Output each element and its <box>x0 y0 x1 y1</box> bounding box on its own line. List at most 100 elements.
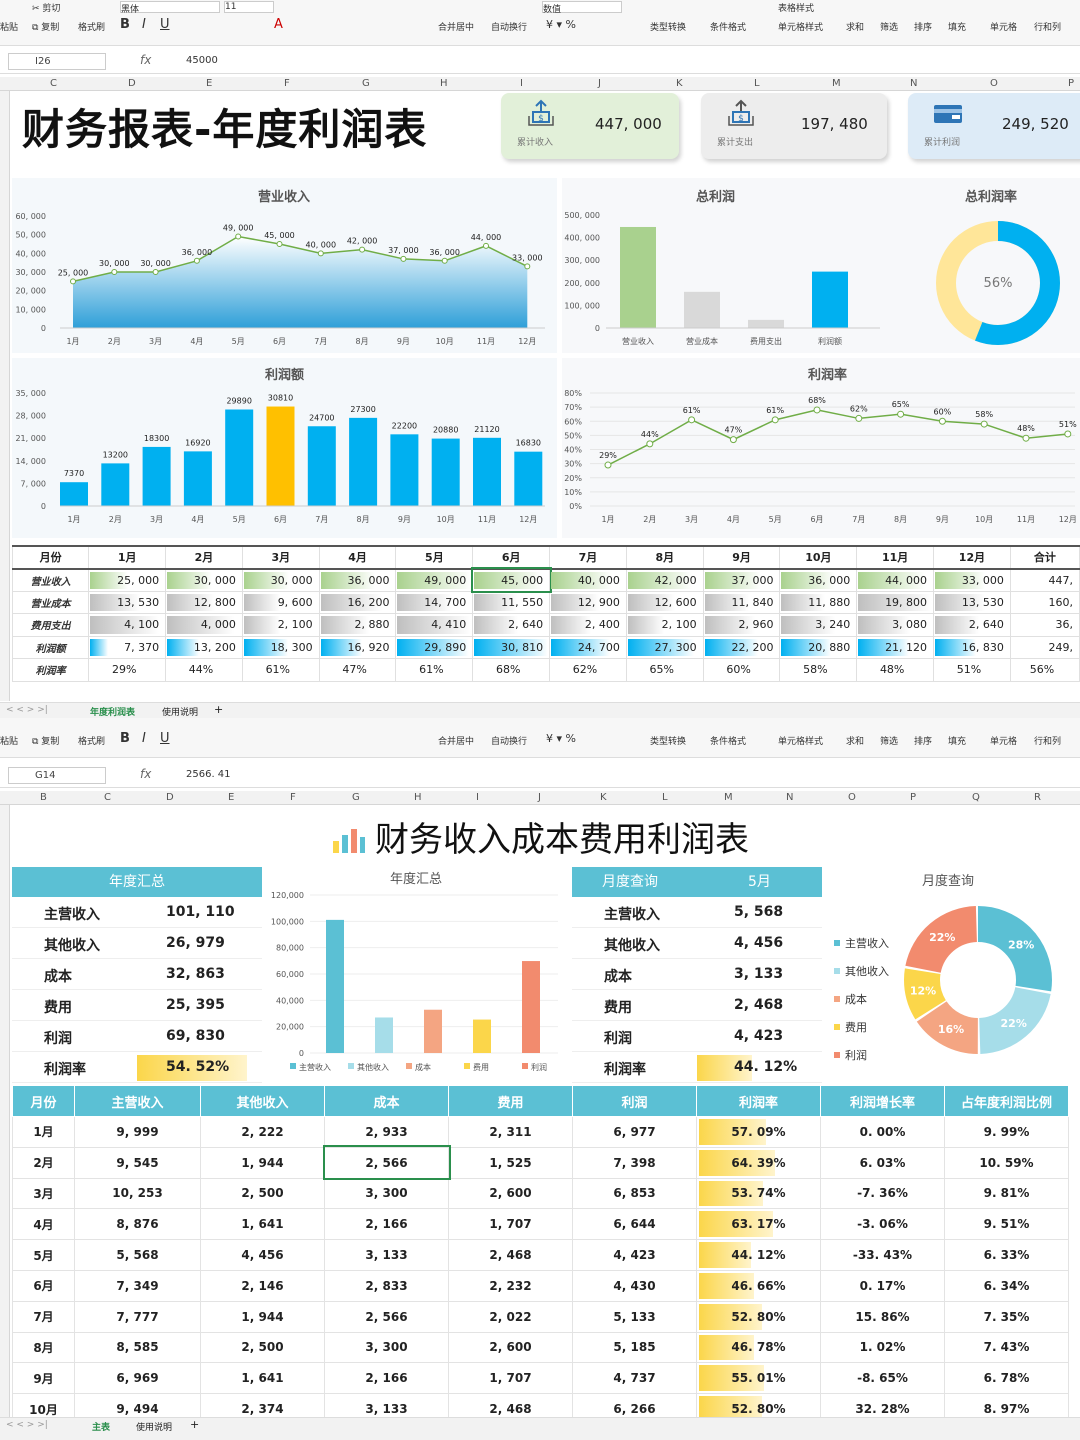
underline-button[interactable]: U <box>160 17 170 32</box>
currency-button[interactable]: ¥ ▾ % <box>546 18 576 31</box>
table-cell: 49, 000 <box>395 568 474 592</box>
fx-icon-2[interactable]: fx <box>140 767 152 781</box>
rowcol-button-2[interactable]: 行和列 <box>1034 737 1062 747</box>
wrap-button-2[interactable]: 自动换行 <box>491 737 528 747</box>
cell-value: 30, 000 <box>193 573 236 587</box>
data-bar <box>90 616 160 634</box>
cell-value: 3月 <box>33 1186 54 1201</box>
table-style-button[interactable]: 表格样式 <box>778 4 815 14</box>
cell-value: 2, 146 <box>241 1278 284 1293</box>
profitamount-data-label: 13200 <box>103 450 128 459</box>
cell-value: 2, 640 <box>968 618 1004 632</box>
cell-value: 36, 000 <box>808 573 851 587</box>
sheet-tab-help[interactable]: 使用说明 <box>162 708 199 718</box>
filter-button-2[interactable]: 筛选 <box>880 737 899 747</box>
table-cell: 12, 600 <box>625 590 704 614</box>
cell-style-button-2[interactable]: 单元格样式 <box>778 737 824 747</box>
bold-button-2[interactable]: B <box>120 731 130 746</box>
detail-cell: 2, 600 <box>448 1331 573 1364</box>
rowcol-button[interactable]: 行和列 <box>1034 23 1062 33</box>
month-select[interactable]: 5月 <box>748 874 771 890</box>
sum-button-2[interactable]: 求和 <box>846 737 865 747</box>
cell-value: 12, 600 <box>654 595 697 609</box>
column-letter: E <box>206 78 213 89</box>
fill-button[interactable]: 填充 <box>948 23 967 33</box>
bold-button[interactable]: B <box>120 17 130 32</box>
merge-button-2[interactable]: 合并居中 <box>438 737 475 747</box>
add-sheet-button-2[interactable]: + <box>190 1418 200 1431</box>
cond-format-button[interactable]: 条件格式 <box>710 23 747 33</box>
card-profit-value: 249, 520 <box>1002 115 1069 133</box>
money-out-icon: $ <box>728 99 754 126</box>
cell-value: 3, 300 <box>365 1340 408 1355</box>
annual-ytick: 120,000 <box>271 891 304 900</box>
profitrate-data-label: 47% <box>725 426 743 435</box>
italic-button[interactable]: I <box>142 17 146 32</box>
sort-button-2[interactable]: 排序 <box>914 737 933 747</box>
format-painter-button-2[interactable]: 格式刷 <box>78 737 106 747</box>
cell-value: 52. 80% <box>731 1309 786 1324</box>
paste-button-2[interactable]: 粘贴 <box>0 737 19 747</box>
cell-button-2[interactable]: 单元格 <box>990 737 1018 747</box>
number-format-select[interactable]: 数值 <box>542 1 622 15</box>
cut-button[interactable]: ✂ 剪切 <box>32 4 61 14</box>
detail-header-cell: 月份 <box>12 1085 75 1117</box>
detail-cell: 7. 35% <box>944 1300 1069 1333</box>
sheet-tabs-bottom: < < > >| 主表 使用说明 + <box>0 1417 1080 1440</box>
font-select[interactable]: 黑体 <box>120 1 220 15</box>
cell-value: 1, 641 <box>241 1371 284 1386</box>
report-title-2-text: 财务收入成本费用利润表 <box>375 820 749 860</box>
format-painter-button[interactable]: 格式刷 <box>78 23 106 33</box>
cell-value: 7, 349 <box>116 1278 159 1293</box>
monthly-legend-label: 主营收入 <box>845 936 889 950</box>
table-cell: 16, 830 <box>933 635 1011 659</box>
font-size-select[interactable]: 11 <box>224 1 274 13</box>
profitamount-data-label: 27300 <box>350 405 375 414</box>
currency-button-2[interactable]: ¥ ▾ % <box>546 732 576 745</box>
fx-icon[interactable]: fx <box>140 53 152 67</box>
italic-button-2[interactable]: I <box>142 731 146 746</box>
copy-button-2[interactable]: ⧉ 复制 <box>32 737 60 747</box>
name-box[interactable]: I26 <box>8 53 106 70</box>
table-cell: 2, 880 <box>318 613 397 637</box>
cond-format-button-2[interactable]: 条件格式 <box>710 737 747 747</box>
cell-value: 6. 33% <box>983 1248 1030 1263</box>
monthly-legend-swatch <box>834 968 840 974</box>
cell-value: 2, 933 <box>365 1124 408 1139</box>
add-sheet-button[interactable]: + <box>214 703 224 716</box>
cell-style-button[interactable]: 单元格样式 <box>778 23 824 33</box>
convert-button[interactable]: 类型转换 <box>650 23 687 33</box>
convert-button-2[interactable]: 类型转换 <box>650 737 687 747</box>
name-box-2[interactable]: G14 <box>8 767 106 784</box>
fill-button-2[interactable]: 填充 <box>948 737 967 747</box>
cell-value: 9. 99% <box>983 1124 1030 1139</box>
cell-value: 61% <box>265 663 291 677</box>
copy-button[interactable]: ⧉ 复制 <box>32 23 60 33</box>
sort-button[interactable]: 排序 <box>914 23 933 33</box>
detail-cell: 2, 566 <box>322 1145 451 1181</box>
cell-button[interactable]: 单元格 <box>990 23 1018 33</box>
sheet-tab-annual[interactable]: 年度利润表 <box>90 708 136 718</box>
underline-button-2[interactable]: U <box>160 731 170 746</box>
cell-value: 3, 240 <box>815 618 851 632</box>
sheet-tab-main[interactable]: 主表 <box>92 1423 111 1433</box>
wrap-button[interactable]: 自动换行 <box>491 23 528 33</box>
detail-row: 2月 9, 545 1, 944 2, 566 1, 525 7, 398 64. 39% 6… <box>12 1145 1069 1181</box>
merge-button[interactable]: 合并居中 <box>438 23 475 33</box>
table-cell: 447, <box>1009 568 1080 592</box>
font-color-button[interactable]: A <box>274 17 283 32</box>
formula-input-2[interactable]: 2566. 41 <box>186 769 231 780</box>
cell-value: 9. 81% <box>983 1186 1030 1201</box>
table-cell: 2, 100 <box>625 613 704 637</box>
sheet-tab-help-2[interactable]: 使用说明 <box>136 1423 173 1433</box>
sum-button[interactable]: 求和 <box>846 23 865 33</box>
filter-button[interactable]: 筛选 <box>880 23 899 33</box>
cell-value: 65% <box>649 663 674 677</box>
cell-value: 2, 468 <box>489 1402 532 1417</box>
detail-cell: 4, 737 <box>572 1362 697 1395</box>
paste-button[interactable]: 粘贴 <box>0 23 19 33</box>
detail-cell: -33. 43% <box>820 1239 945 1271</box>
formula-input[interactable]: 45000 <box>186 55 218 66</box>
profitrate-point <box>813 406 821 414</box>
detail-cell: 55. 01% <box>696 1362 821 1395</box>
